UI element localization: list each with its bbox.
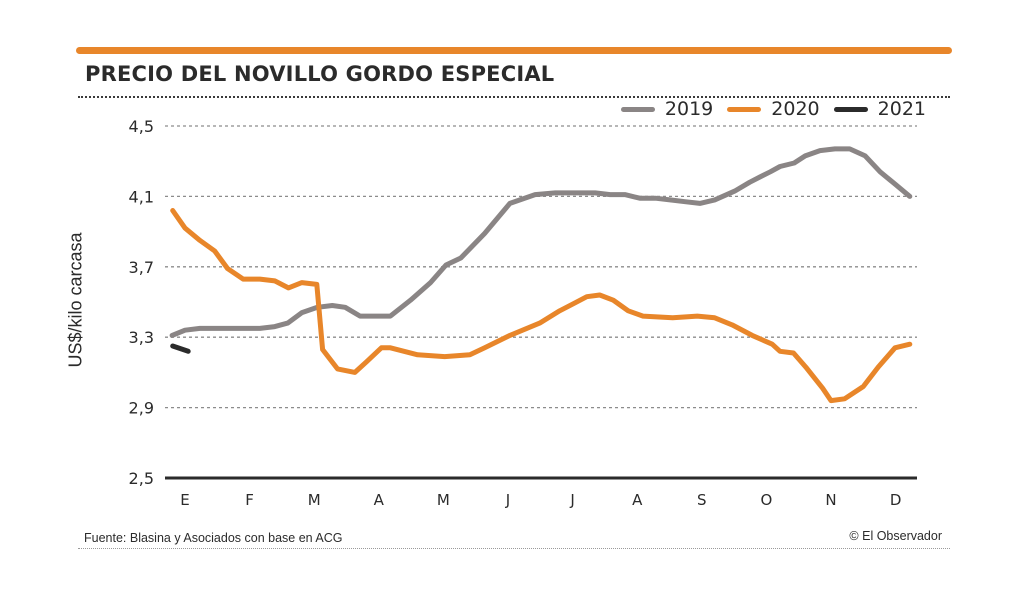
legend-item-2020: 2020 [727,98,820,120]
legend-swatch-2021 [833,106,868,112]
credit-note: © El Observador [849,529,942,543]
y-tick-label: 3,7 [129,258,154,277]
y-tick-label: 4,1 [129,187,154,206]
x-tick-label: F [245,491,254,509]
x-tick-label: E [180,491,189,509]
x-tick-label: J [569,491,574,509]
footer-divider [78,548,950,549]
legend-item-2021: 2021 [833,98,926,120]
title-divider [78,96,950,98]
legend-swatch-2019 [620,106,655,112]
x-tick-label: A [632,491,643,509]
y-tick-label: 3,3 [129,328,154,347]
gridlines [165,125,917,480]
y-tick-label: 2,5 [129,469,154,488]
legend: 2019 2020 2021 [620,98,926,120]
legend-swatch-2020 [727,106,762,112]
series-line-2019 [169,146,913,338]
y-tick-label: 2,9 [129,399,154,418]
legend-label-2020: 2020 [771,98,820,120]
legend-label-2019: 2019 [664,98,714,120]
y-tick-labels: 2,5 2,9 3,3 3,7 4,1 4,5 [129,117,154,488]
x-tick-label: M [308,491,321,509]
x-tick-label: A [374,491,385,509]
accent-bar [76,47,952,54]
x-tick-label: O [760,491,772,509]
series-line-2020 [170,208,913,404]
x-tick-label: D [890,491,902,509]
legend-item-2019: 2019 [620,98,714,120]
chart-title: PRECIO DEL NOVILLO GORDO ESPECIAL [85,62,555,86]
legend-label-2021: 2021 [877,98,926,120]
x-tick-label: N [825,491,836,509]
y-tick-label: 4,5 [129,117,154,136]
series-line-2021 [170,343,191,354]
series-lines [169,146,913,404]
source-note: Fuente: Blasina y Asociados con base en … [84,531,343,545]
x-tick-label: J [505,491,510,509]
x-tick-label: M [437,491,450,509]
x-tick-label: S [697,491,707,509]
